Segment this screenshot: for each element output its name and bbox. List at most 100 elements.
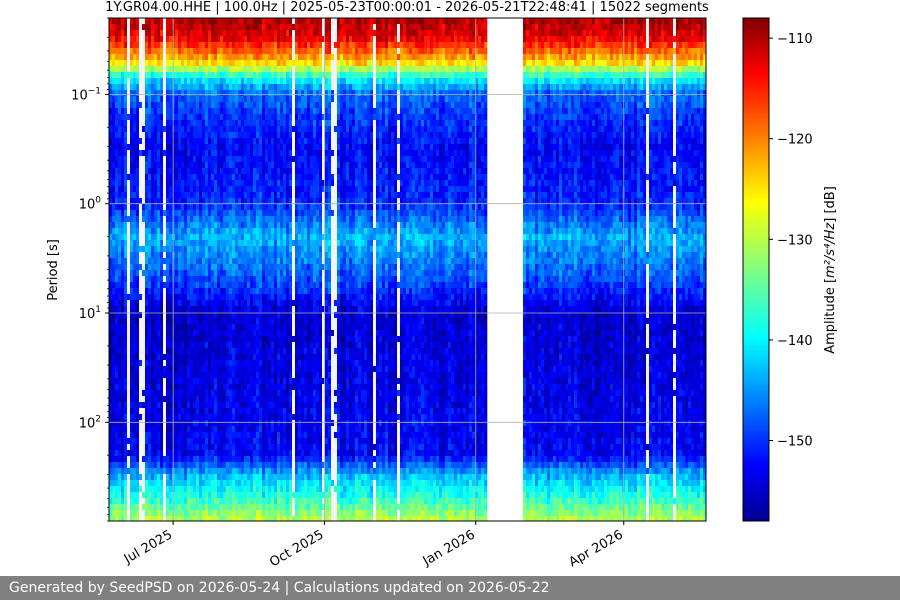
heatmap-cell (166, 408, 170, 415)
heatmap-cell (139, 102, 143, 109)
heatmap-cell (211, 360, 215, 367)
heatmap-cell (154, 408, 158, 415)
heatmap-cell (199, 84, 203, 91)
heatmap-cell (175, 378, 179, 385)
heatmap-cell (142, 198, 146, 205)
heatmap-cell (229, 210, 233, 217)
heatmap-cell (220, 18, 224, 25)
heatmap-cell (154, 498, 158, 505)
heatmap-cell (112, 408, 116, 415)
heatmap-cell (199, 420, 203, 427)
heatmap-cell (277, 222, 281, 229)
heatmap-cell (148, 390, 152, 397)
heatmap-cell (262, 288, 266, 295)
heatmap-cell (256, 306, 260, 313)
heatmap-cell (211, 312, 215, 319)
heatmap-cell (214, 312, 218, 319)
heatmap-cell (190, 432, 194, 439)
heatmap-cell (157, 258, 161, 265)
heatmap-cell (268, 342, 272, 349)
heatmap-cell (115, 282, 119, 289)
heatmap-cell (133, 78, 137, 85)
heatmap-cell (217, 102, 221, 109)
heatmap-cell (244, 300, 248, 307)
heatmap-cell (133, 144, 137, 151)
heatmap-cell (184, 126, 188, 133)
heatmap-cell (247, 264, 251, 271)
heatmap-cell (178, 120, 182, 127)
heatmap-cell (241, 66, 245, 73)
heatmap-cell (127, 402, 131, 409)
heatmap-cell (244, 264, 248, 271)
heatmap-cell (211, 450, 215, 457)
heatmap-cell (265, 318, 269, 325)
heatmap-cell (160, 66, 164, 73)
heatmap-cell (238, 246, 242, 253)
heatmap-cell (250, 420, 254, 427)
heatmap-cell (130, 240, 134, 247)
heatmap-cell (139, 174, 143, 181)
heatmap-cell (256, 504, 260, 511)
heatmap-cell (133, 474, 137, 481)
heatmap-cell (208, 324, 212, 331)
heatmap-cell (187, 180, 191, 187)
heatmap-cell (166, 336, 170, 343)
heatmap-cell (220, 324, 224, 331)
heatmap-cell (211, 402, 215, 409)
heatmap-cell (244, 336, 248, 343)
heatmap-cell (271, 24, 275, 31)
heatmap-cell (157, 486, 161, 493)
heatmap-cell (253, 462, 257, 469)
heatmap-cell (172, 354, 176, 361)
heatmap-cell (223, 102, 227, 109)
heatmap-cell (178, 306, 182, 313)
heatmap-cell (127, 120, 131, 127)
heatmap-cell (136, 24, 140, 31)
heatmap-cell (124, 270, 128, 277)
heatmap-cell (253, 180, 257, 187)
heatmap-cell (256, 60, 260, 67)
heatmap-cell (190, 336, 194, 343)
heatmap-cell (172, 498, 176, 505)
heatmap-cell (115, 132, 119, 139)
heatmap-cell (265, 174, 269, 181)
heatmap-cell (226, 90, 230, 97)
heatmap-cell (214, 396, 218, 403)
heatmap-cell (274, 498, 278, 505)
heatmap-cell (178, 234, 182, 241)
heatmap-cell (226, 180, 230, 187)
heatmap-cell (121, 36, 125, 43)
heatmap-cell (175, 390, 179, 397)
heatmap-cell (148, 54, 152, 61)
heatmap-cell (190, 372, 194, 379)
heatmap-cell (115, 510, 119, 517)
heatmap-cell (280, 312, 284, 319)
heatmap-cell (145, 144, 149, 151)
heatmap-cell (172, 366, 176, 373)
heatmap-cell (133, 54, 137, 61)
heatmap-cell (127, 228, 131, 235)
heatmap-cell (274, 180, 278, 187)
heatmap-cell (127, 108, 131, 115)
heatmap-cell (112, 66, 116, 73)
heatmap-cell (199, 240, 203, 247)
heatmap-cell (127, 468, 131, 475)
heatmap-cell (205, 234, 209, 241)
heatmap-cell (121, 54, 125, 61)
heatmap-cell (211, 138, 215, 145)
heatmap-cell (109, 426, 113, 433)
heatmap-cell (169, 486, 173, 493)
heatmap-cell (271, 108, 275, 115)
heatmap-cell (142, 492, 146, 499)
heatmap-cell (184, 420, 188, 427)
heatmap-cell (121, 18, 125, 25)
heatmap-cell (160, 42, 164, 49)
heatmap-cell (136, 84, 140, 91)
heatmap-cell (271, 252, 275, 259)
heatmap-cell (187, 498, 191, 505)
heatmap-cell (277, 216, 281, 223)
heatmap-cell (259, 84, 263, 91)
heatmap-cell (178, 318, 182, 325)
heatmap-cell (202, 498, 206, 505)
heatmap-cell (223, 378, 227, 385)
